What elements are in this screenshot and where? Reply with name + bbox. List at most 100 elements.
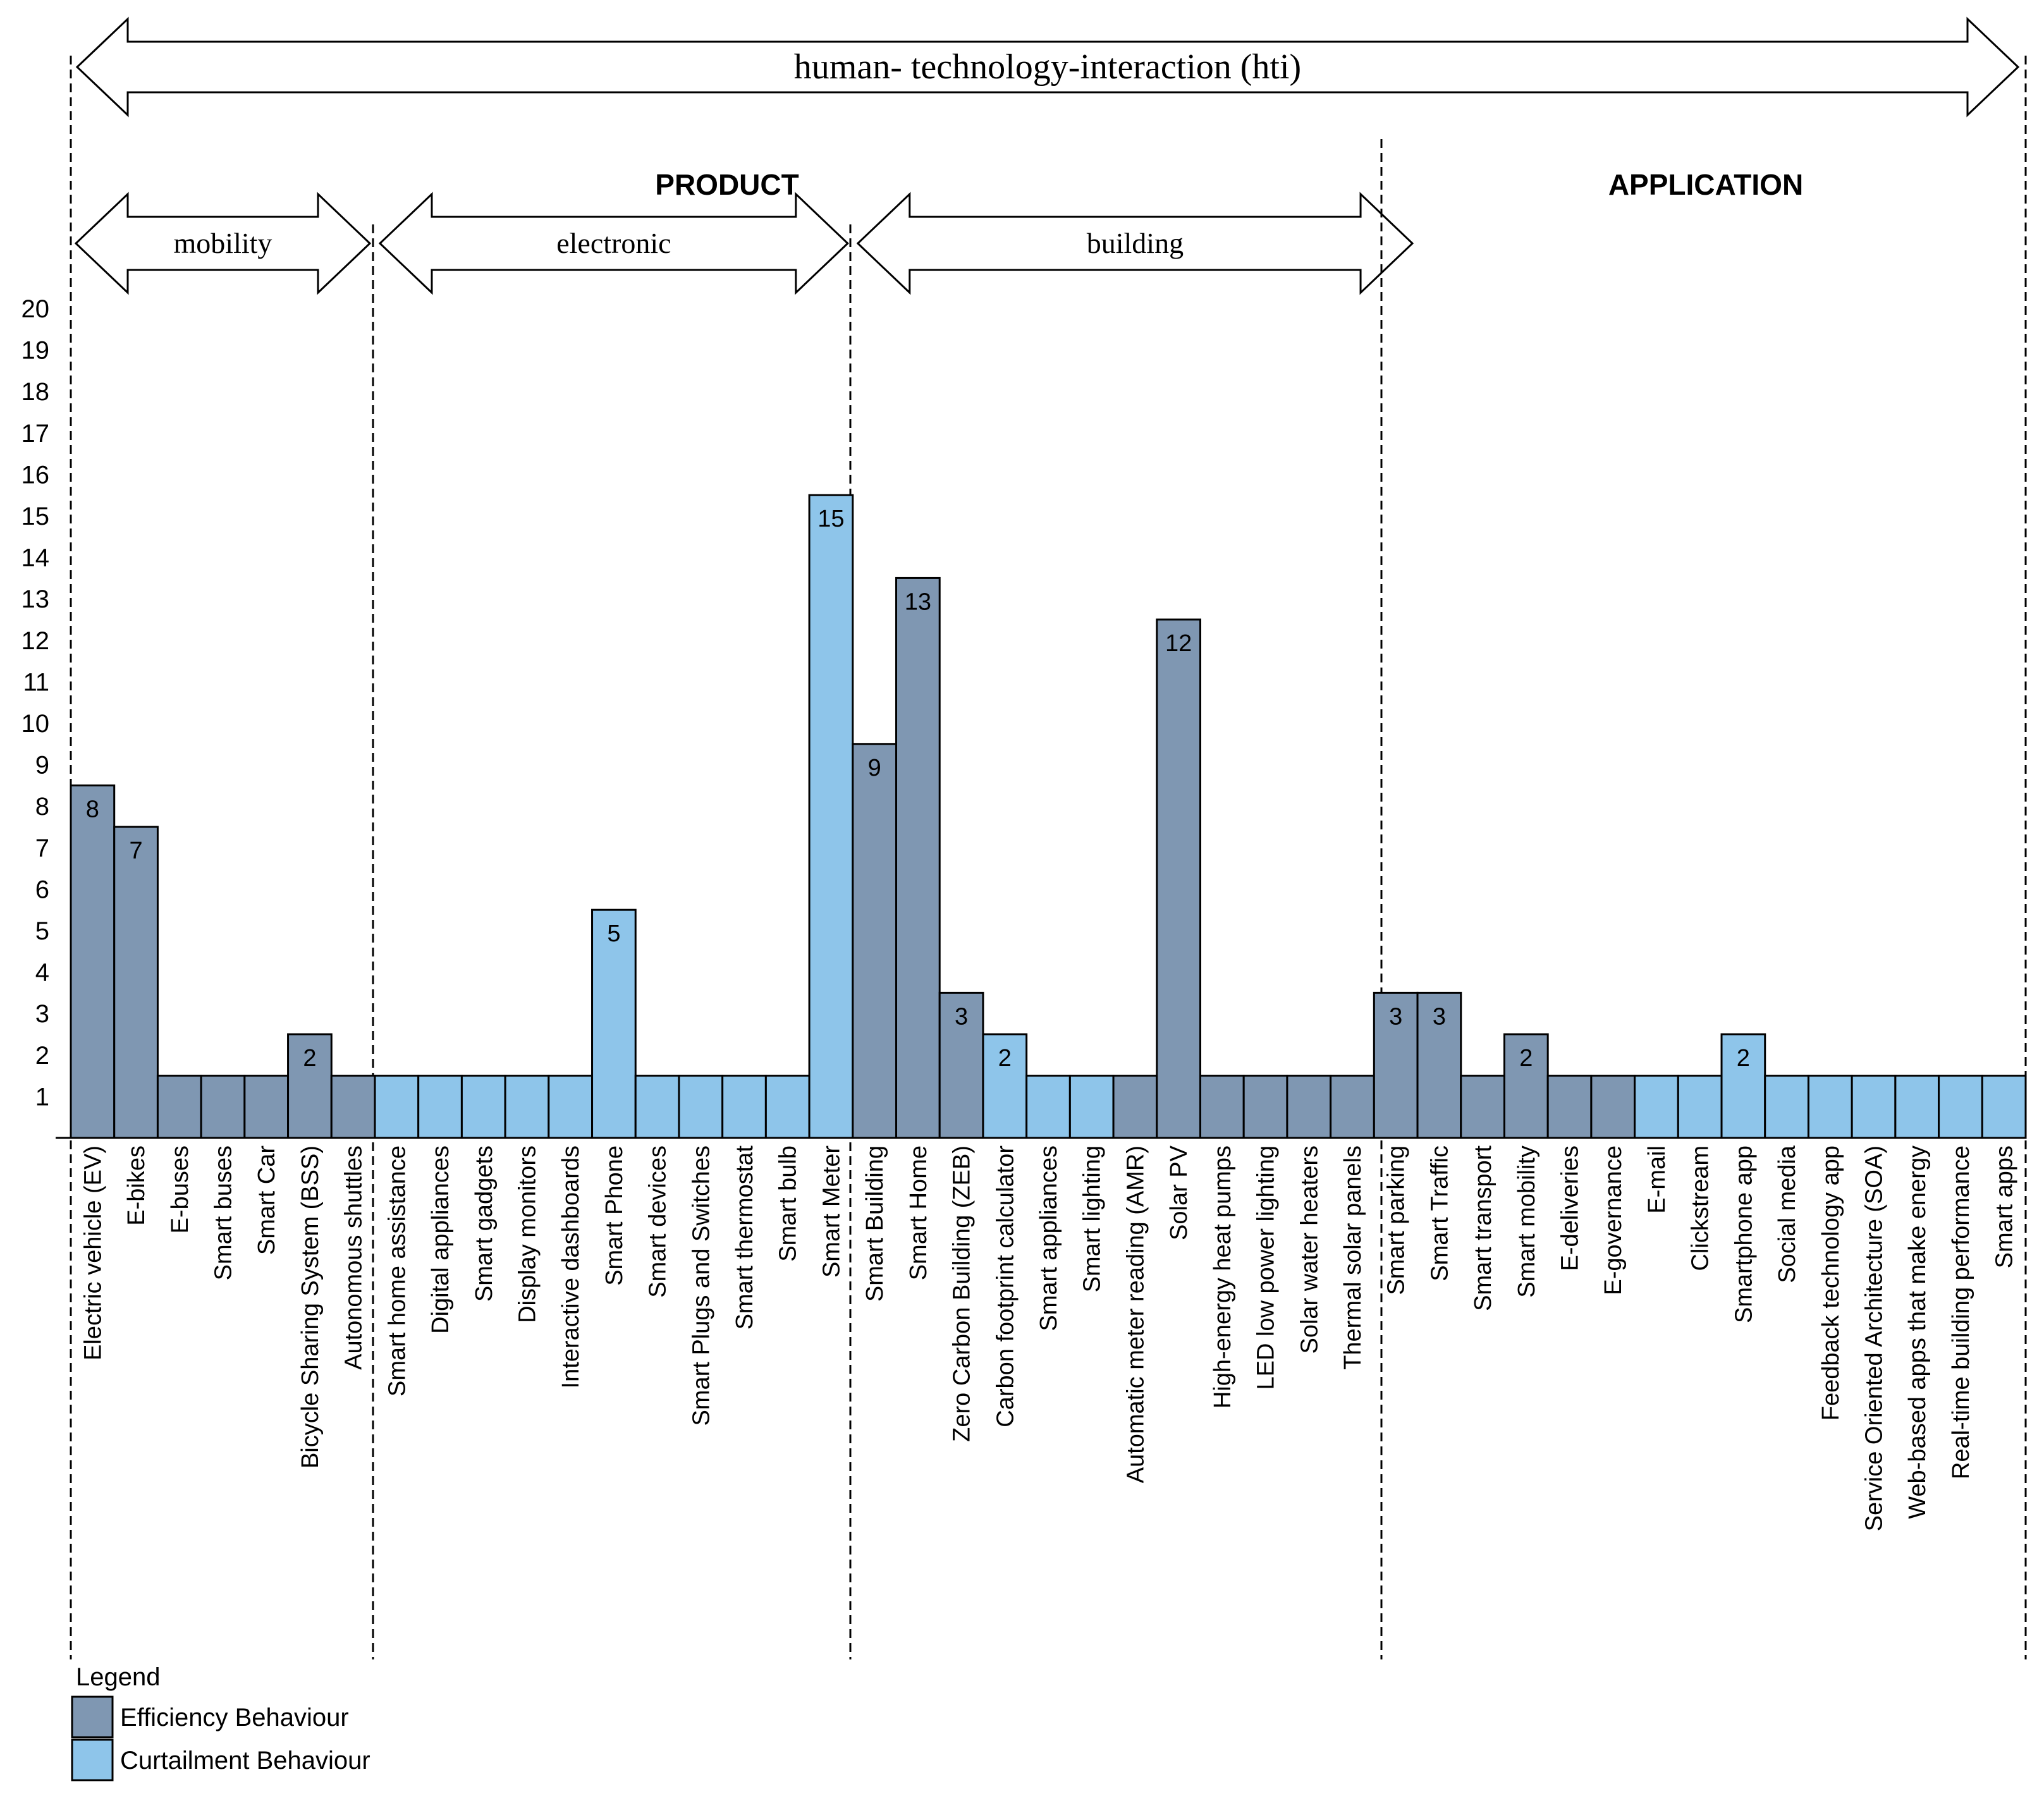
category-label: Smart Building <box>862 1145 888 1302</box>
value-label: 15 <box>817 506 844 532</box>
legend-title: Legend <box>76 1663 160 1691</box>
value-labels: 8 7 2 5 15 9 13 3 2 12 3 3 2 2 <box>86 506 1750 1072</box>
bar <box>1025 1075 1071 1139</box>
category-label: Smart Phone <box>601 1145 628 1286</box>
category-label: Smart appliances <box>1036 1145 1062 1331</box>
section-dividers <box>70 56 2027 1659</box>
category-label: Automatic meter reading (AMR) <box>1122 1145 1149 1483</box>
category-label: Solar water heaters <box>1296 1145 1323 1354</box>
category-label: Smartphone app <box>1730 1145 1757 1323</box>
bar <box>982 1033 1028 1139</box>
bar <box>764 1075 811 1139</box>
category-label: Digital appliances <box>427 1145 454 1334</box>
bar <box>1546 1075 1593 1139</box>
bar <box>852 743 898 1139</box>
value-label: 8 <box>86 796 99 822</box>
category-label: Smart Traffic <box>1426 1145 1453 1281</box>
bar <box>1330 1075 1375 1139</box>
category-label: E-governance <box>1600 1145 1627 1295</box>
bar <box>504 1075 550 1139</box>
bar <box>1416 991 1462 1139</box>
bar <box>1460 1075 1505 1139</box>
bar <box>70 784 116 1139</box>
bar <box>808 494 854 1139</box>
category-label: LED low power lighting <box>1253 1145 1280 1390</box>
section-headers: PRODUCT APPLICATION <box>655 168 1803 201</box>
value-label: 12 <box>1165 630 1192 657</box>
bar <box>1503 1033 1549 1139</box>
bar <box>938 991 984 1139</box>
y-tick-label: 16 <box>21 461 50 489</box>
bar <box>1068 1075 1115 1139</box>
bar <box>1851 1075 1897 1139</box>
category-label: Real-time building performance <box>1948 1145 1974 1479</box>
bar <box>460 1075 506 1139</box>
value-label: 5 <box>607 920 620 947</box>
bar <box>417 1075 463 1139</box>
category-label: Thermal solar panels <box>1340 1145 1366 1370</box>
bar <box>895 577 941 1139</box>
category-label: Web-based apps that make energy <box>1904 1145 1931 1519</box>
y-tick-label: 3 <box>35 1000 49 1028</box>
category-label: Smart Home <box>905 1145 932 1280</box>
bar <box>200 1075 246 1139</box>
y-tick-label: 15 <box>21 503 50 530</box>
value-label: 3 <box>1389 1003 1402 1030</box>
category-label: Carbon footprint calculator <box>992 1145 1019 1427</box>
value-label: 9 <box>868 755 881 781</box>
bar <box>1634 1075 1679 1139</box>
legend-label: Efficiency Behaviour <box>120 1704 349 1732</box>
y-tick-label: 7 <box>35 834 49 862</box>
category-label: High-energy heat pumps <box>1209 1145 1236 1408</box>
bar <box>1981 1075 2027 1139</box>
category-label: Social media <box>1774 1145 1801 1283</box>
group-arrow-building <box>856 192 1414 295</box>
category-label: Electric vehicle (EV) <box>80 1145 106 1360</box>
bar <box>1242 1075 1288 1139</box>
bar <box>1156 618 1201 1139</box>
category-label: Service Oriented Architecture (SOA) <box>1861 1145 1888 1531</box>
bar <box>678 1075 724 1139</box>
value-label: 2 <box>1519 1045 1533 1072</box>
group-arrow-electronic <box>378 192 849 295</box>
y-tick-label: 8 <box>35 793 49 821</box>
bar <box>1807 1075 1853 1139</box>
legend-swatch <box>71 1695 114 1738</box>
category-label: Smart gadgets <box>471 1145 498 1302</box>
category-label: E-mail <box>1644 1145 1670 1214</box>
y-tick-label: 13 <box>21 585 50 613</box>
category-label: Smart home assistance <box>384 1145 410 1396</box>
category-label: Display monitors <box>514 1145 541 1323</box>
category-label: Smart mobility <box>1514 1145 1540 1298</box>
y-tick-label: 4 <box>35 959 49 987</box>
legend-label: Curtailment Behaviour <box>120 1747 370 1775</box>
category-label: Smart Plugs and Switches <box>688 1145 714 1426</box>
y-tick-label: 17 <box>21 420 50 448</box>
bar <box>1720 1033 1766 1139</box>
value-label: 2 <box>303 1045 316 1072</box>
bar <box>1112 1075 1158 1139</box>
category-label: Zero Carbon Building (ZEB) <box>949 1145 976 1442</box>
y-tick-label: 5 <box>35 917 49 945</box>
y-tick-label: 6 <box>35 876 49 903</box>
bar <box>1286 1075 1332 1139</box>
bar <box>1894 1075 1940 1139</box>
category-label: Clickstream <box>1687 1145 1714 1271</box>
category-label: Smart transport <box>1470 1145 1496 1311</box>
y-tick-label: 20 <box>21 295 50 323</box>
y-tick-label: 18 <box>21 378 50 406</box>
category-label: Smart parking <box>1383 1145 1410 1295</box>
category-label: Interactive dashboards <box>558 1145 584 1388</box>
bar <box>1764 1075 1809 1139</box>
value-label: 2 <box>1737 1045 1750 1072</box>
bar <box>243 1075 290 1139</box>
y-tick-label: 12 <box>21 627 50 655</box>
y-tick-label: 11 <box>23 668 49 696</box>
category-label: Smart bulb <box>775 1145 802 1262</box>
bar <box>1938 1075 1983 1139</box>
category-label: Solar PV <box>1166 1145 1192 1240</box>
bar <box>548 1075 594 1139</box>
bar <box>591 908 637 1139</box>
category-label: Smart devices <box>645 1145 671 1298</box>
